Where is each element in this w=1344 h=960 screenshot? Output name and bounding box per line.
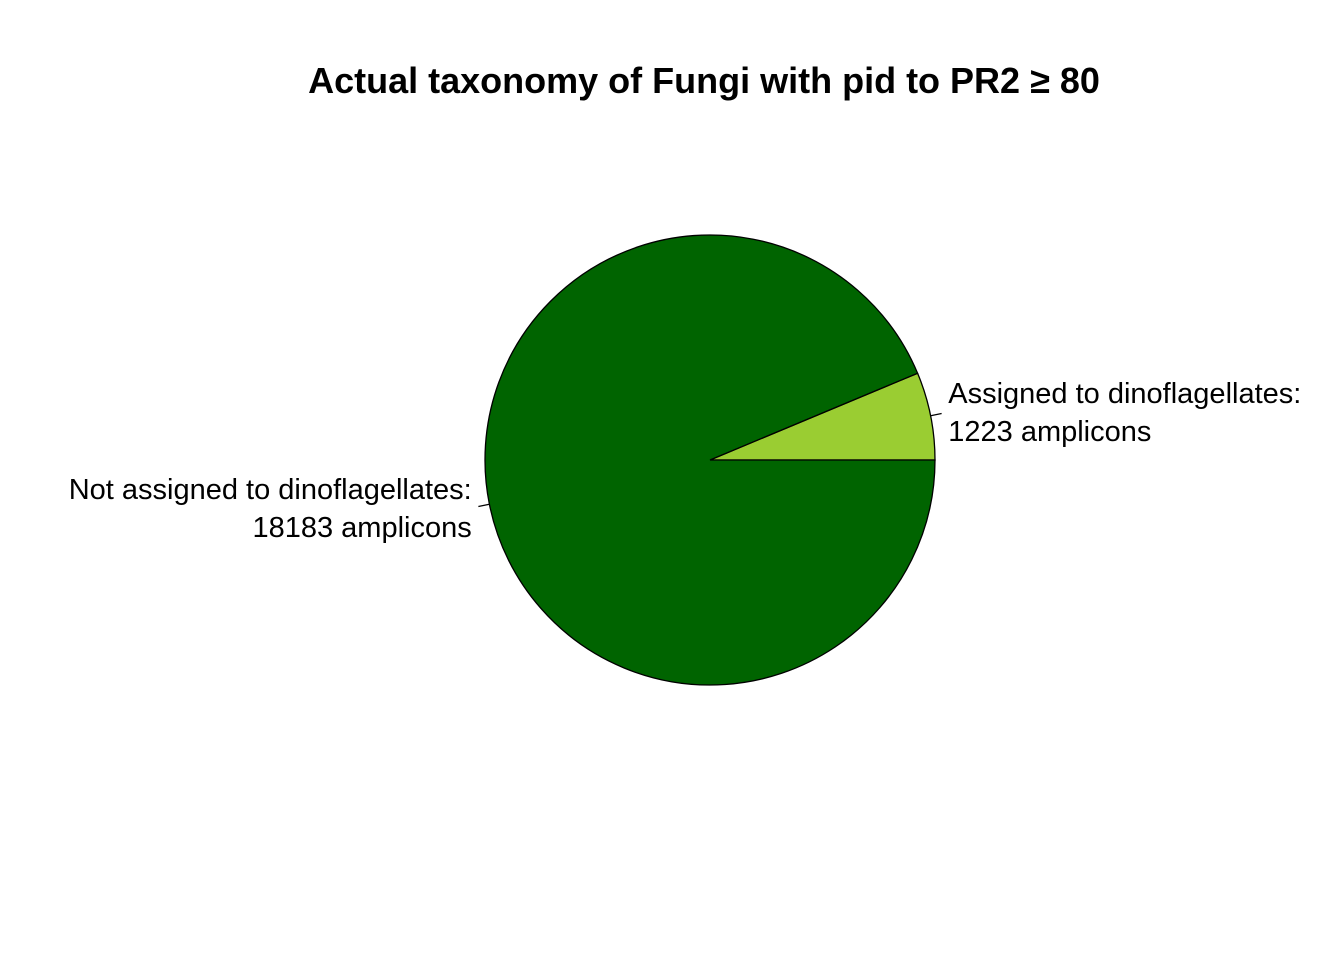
pie-label-line2: 18183 amplicons [252, 512, 471, 544]
pie-slice-1 [484, 234, 936, 686]
pie-label-0: Assigned to dinoflagellates: 1223 amplico… [948, 378, 1301, 448]
pie-label-line1: Not assigned to dinoflagellates: [69, 474, 472, 506]
pie-label-1: Not assigned to dinoflagellates: 18183 am… [69, 474, 472, 544]
pie-label-line2: 1223 amplicons [948, 416, 1151, 448]
pie-leader-line-0 [930, 412, 942, 417]
pie-slices [484, 234, 936, 686]
pie-labels: Assigned to dinoflagellates: 1223 amplico… [69, 378, 1302, 544]
chart-title: Actual taxonomy of Fungi with pid to PR2… [308, 60, 1100, 101]
pie-leader-lines [478, 412, 942, 508]
pie-label-line1: Assigned to dinoflagellates: [948, 378, 1301, 410]
pie-leader-line-1 [478, 503, 490, 508]
